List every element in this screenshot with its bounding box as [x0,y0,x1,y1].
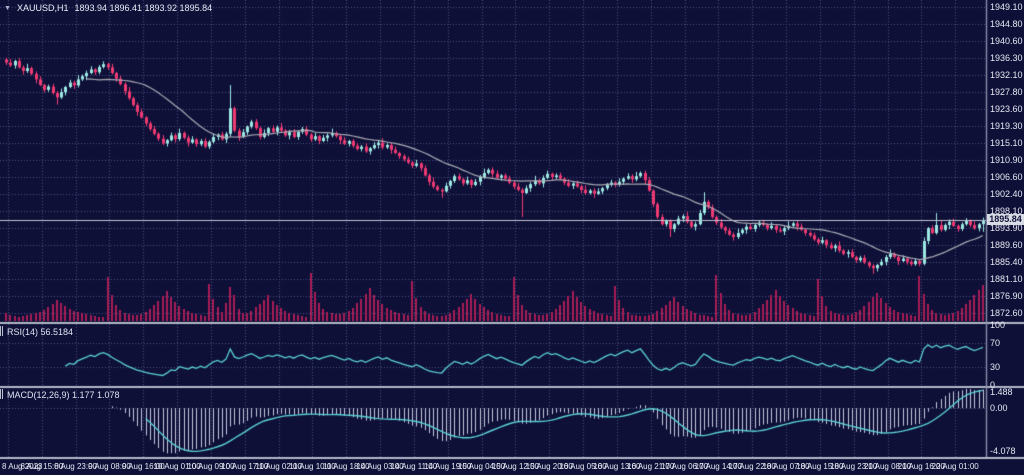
time-axis-label: 10 Aug 09:00 [187,462,235,471]
price-axis-label: 1881.10 [990,274,1023,284]
price-axis-label: 1902.40 [990,188,1023,199]
time-axis-label: 18 Aug 07:00 [762,462,810,471]
price-axis-label: 1936.30 [990,53,1023,64]
time-axis-label: 9 Aug 08:00 [88,462,131,471]
price-axis-label: 1898.10 [990,206,1023,216]
chart-marker-icon: ▼ [4,4,11,12]
time-axis-label: 15 Aug 20:00 [525,462,573,471]
time-axis-label: 8 Aug 15:00 [20,462,64,471]
price-axis-label: 1872.60 [990,308,1023,318]
time-axis-label: 11 Aug 02:00 [255,462,302,471]
time-axis-label: 14 Aug 19:00 [424,462,472,471]
price-axis-label: 1919.30 [990,121,1023,132]
ohlc-values: 1893.94 1896.41 1893.92 1895.84 [74,3,213,13]
time-axis-label: 15 Aug 04:00 [458,462,506,471]
price-axis-label: 1923.60 [990,104,1023,114]
time-axis-label: 18 Aug 23:00 [830,462,878,471]
price-axis-label: 1940.60 [990,36,1023,46]
rsi-panel-grip[interactable] [0,326,4,336]
rsi-indicator-label: RSI(14) 56.5184 [7,327,74,337]
time-axis-label: 11 Aug 10:00 [289,462,336,471]
time-axis-label: 17 Aug 14:00 [694,462,742,471]
price-axis-label: 1876.90 [990,290,1023,301]
time-axis-label: 8 Aug 23:00 [54,462,97,471]
symbol-timeframe: XAUUSD,H1 [16,3,69,13]
price-axis-label: 1910.90 [990,154,1023,165]
time-axis-label: 15 Aug 12:00 [491,462,539,471]
macd-axis-label: -4.078 [990,446,1016,457]
price-axis-label: 1927.80 [990,87,1023,98]
time-axis-label: 11 Aug 18:00 [322,462,370,471]
rsi-axis-label: 30 [990,362,1001,372]
current-price-label: 1895.84 [987,214,1024,226]
price-axis-label: 1889.60 [990,240,1023,250]
rsi-axis-label: 0 [990,380,996,390]
time-axis[interactable]: 8 Aug 2023 8 Aug 15:00 8 Aug 23:00 9 Aug 08… [0,460,1024,475]
time-axis-label: 21 Aug 16:00 [897,462,945,471]
time-axis-label: 16 Aug 05:00 [559,462,607,471]
macd-axis-label: 0.00 [990,403,1008,414]
time-axis-label: 10 Aug 17:00 [221,462,269,471]
rsi-axis-label: 70 [990,338,1001,348]
macd-axis-label: 1.488 [990,387,1013,398]
time-axis-label: 14 Aug 11:00 [390,462,438,471]
price-axis-label: 1906.60 [990,172,1023,182]
macd-panel-grip[interactable] [0,389,4,399]
price-axis-label: 1893.90 [990,222,1023,233]
time-axis-label: 14 Aug 03:00 [356,462,404,471]
price-axis-label: 1944.80 [990,19,1023,30]
macd-indicator-label: MACD(12,26,9) 1.177 1.078 [7,390,120,400]
time-axis-label: 17 Aug 06:00 [660,462,709,471]
time-axis-label: 18 Aug 15:00 [796,462,844,471]
time-axis-label: 16 Aug 13:00 [593,462,641,471]
time-axis-label: 9 Aug 16:00 [121,462,165,471]
time-axis-label: 22 Aug 01:00 [931,462,979,471]
chart-title: ▼ XAUUSD,H1 1893.94 1896.41 1893.92 1895… [4,3,212,13]
price-axis[interactable]: 1949.10 1944.80 1940.60 1936.30 1932.10 1927.… [988,0,1024,459]
time-axis-label: 8 Aug 2023 [2,462,43,471]
time-axis-label: 17 Aug 22:00 [728,462,776,471]
price-axis-label: 1885.40 [990,256,1023,267]
time-axis-label: 10 Aug 01:00 [153,462,201,471]
price-axis-label: 1915.10 [990,138,1023,148]
time-axis-label: 21 Aug 08:00 [863,462,912,471]
price-axis-label: 1932.10 [990,70,1023,80]
price-axis-label: 1949.10 [990,2,1023,12]
rsi-axis-label: 100 [990,320,1006,330]
time-axis-label: 16 Aug 21:00 [627,462,675,471]
